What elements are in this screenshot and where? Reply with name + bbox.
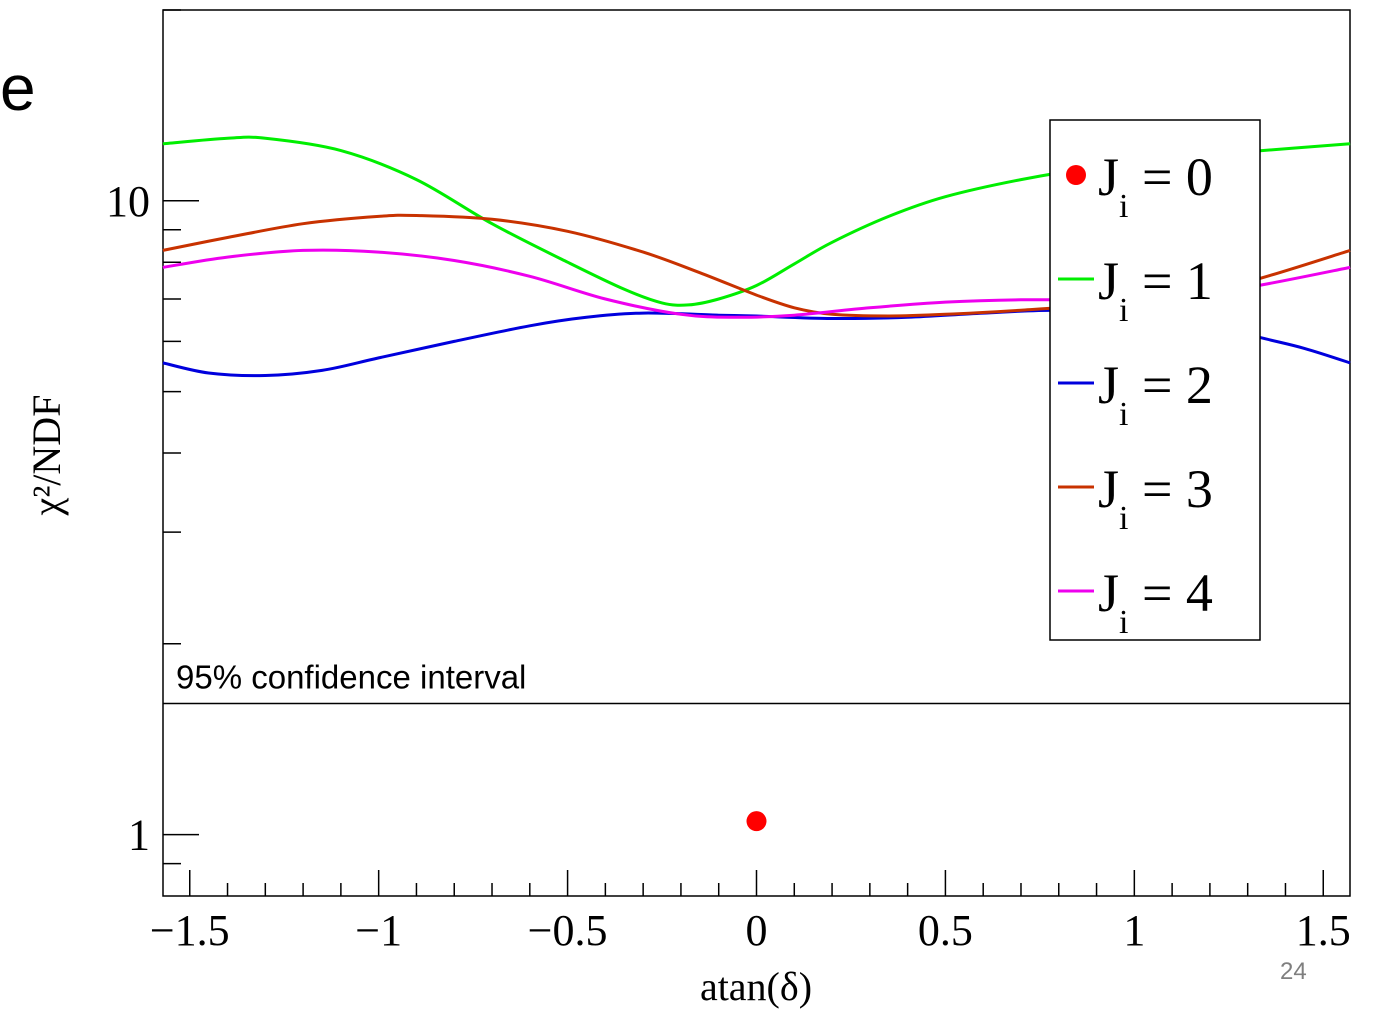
x-tick-label: −1 bbox=[355, 906, 402, 955]
legend-label: Ji = 2 bbox=[1098, 355, 1213, 433]
legend-marker bbox=[1066, 165, 1086, 185]
x-tick-label: 0 bbox=[746, 906, 768, 955]
y-tick-label: 10 bbox=[106, 177, 150, 226]
x-tick-label: −0.5 bbox=[528, 906, 608, 955]
annotation-label: 95% confidence interval bbox=[176, 658, 526, 695]
x-tick-label: 0.5 bbox=[918, 906, 973, 955]
legend-label: Ji = 3 bbox=[1098, 459, 1213, 537]
legend-box bbox=[1049, 119, 1261, 641]
page-number: 24 bbox=[1280, 958, 1307, 985]
x-axis-title: atan(δ) bbox=[700, 964, 812, 1009]
legend-label: Ji = 4 bbox=[1098, 563, 1213, 641]
x-tick-label: −1.5 bbox=[150, 906, 230, 955]
series-marker-point bbox=[746, 811, 767, 832]
x-tick-label: 1.5 bbox=[1296, 906, 1351, 955]
x-tick-label: 1 bbox=[1123, 906, 1145, 955]
y-tick-label: 1 bbox=[128, 811, 150, 860]
legend-label: Ji = 1 bbox=[1098, 251, 1213, 329]
slide-title-fragment: e bbox=[0, 52, 36, 124]
legend-label: Ji = 0 bbox=[1098, 147, 1213, 225]
y-axis-title: χ²/NDF bbox=[24, 395, 69, 517]
